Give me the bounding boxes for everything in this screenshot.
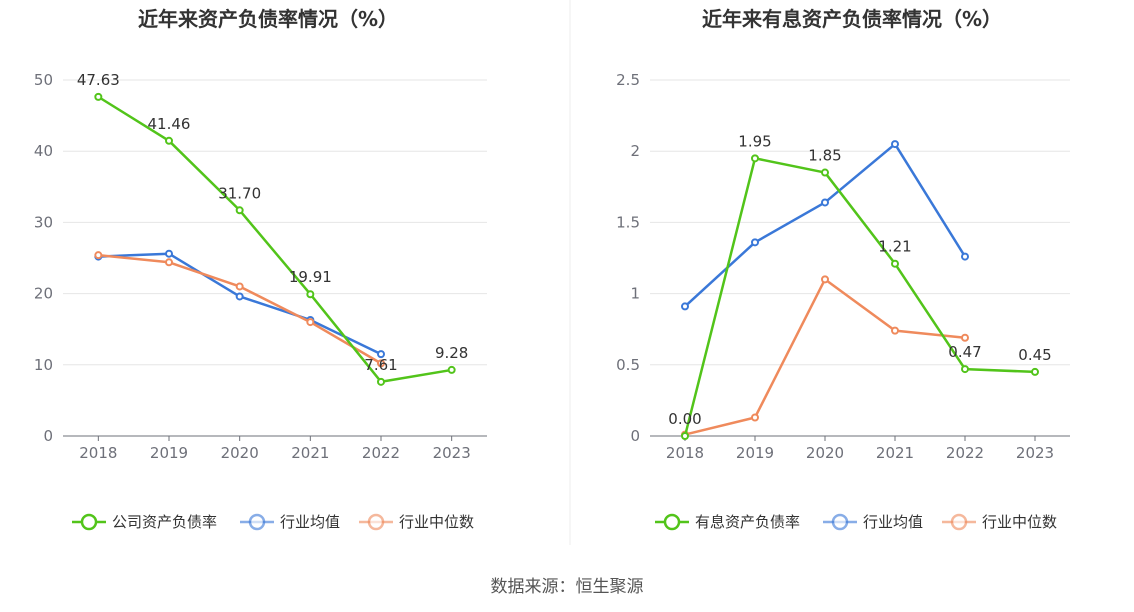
legend-item[interactable]: 行业均值 xyxy=(823,513,923,531)
legend-marker xyxy=(367,513,385,531)
y-tick-label: 1 xyxy=(630,285,640,303)
y-tick-label: 50 xyxy=(34,71,53,89)
data-label: 1.85 xyxy=(808,147,841,165)
legend-item[interactable]: 行业中位数 xyxy=(359,513,474,531)
x-tick-label: 2021 xyxy=(876,444,914,462)
chart-title: 近年来有息资产负债率情况（%） xyxy=(702,7,1002,31)
series-line xyxy=(683,157,1036,437)
data-label: 9.28 xyxy=(435,344,468,362)
y-tick-label: 2 xyxy=(630,142,640,160)
data-point[interactable] xyxy=(377,377,385,386)
y-tick-label: 30 xyxy=(34,213,53,231)
data-point[interactable] xyxy=(1031,367,1039,376)
x-tick-label: 2018 xyxy=(666,444,704,462)
y-tick-label: 0.5 xyxy=(616,356,640,374)
x-tick-label: 2019 xyxy=(150,444,188,462)
legend-item[interactable]: 有息资产负债率 xyxy=(655,513,800,531)
data-point[interactable] xyxy=(165,258,173,267)
data-point[interactable] xyxy=(94,92,103,101)
legend-marker xyxy=(663,513,681,531)
data-source: 数据来源：恒生聚源 xyxy=(491,577,644,597)
data-point[interactable] xyxy=(751,413,759,422)
x-tick-label: 2020 xyxy=(806,444,844,462)
data-point[interactable] xyxy=(235,282,244,291)
y-tick-label: 1.5 xyxy=(616,213,640,231)
legend-label: 行业中位数 xyxy=(982,513,1057,531)
y-tick-label: 10 xyxy=(34,356,53,374)
legend-label: 行业均值 xyxy=(280,513,340,531)
data-point[interactable] xyxy=(165,249,173,258)
x-tick-label: 2023 xyxy=(1016,444,1054,462)
legend-marker xyxy=(80,513,98,531)
data-point[interactable] xyxy=(447,365,456,374)
data-point[interactable] xyxy=(681,302,689,311)
chart-interest-debt-ratio: 近年来有息资产负债率情况（%） 0 0.5 1 1.5 2 2.5 2018 2019 2020… xyxy=(616,7,1070,531)
x-tick-label: 2020 xyxy=(221,444,259,462)
legend-label: 公司资产负债率 xyxy=(112,513,217,531)
legend-item[interactable]: 行业均值 xyxy=(240,513,340,531)
y-tick-label: 40 xyxy=(34,142,53,160)
chart-debt-ratio: 近年来资产负债率情况（%） 0 10 20 30 40 50 2018 2019 2020 202… xyxy=(34,7,487,531)
series-line xyxy=(684,278,966,436)
legend-marker xyxy=(831,513,849,531)
data-point[interactable] xyxy=(751,238,759,247)
legend-label: 行业均值 xyxy=(863,513,923,531)
x-tick-label: 2018 xyxy=(79,444,117,462)
x-tick-label: 2022 xyxy=(946,444,984,462)
data-point[interactable] xyxy=(961,365,969,374)
data-point[interactable] xyxy=(235,292,244,301)
y-tick-label: 0 xyxy=(630,427,640,445)
data-label: 47.63 xyxy=(77,71,120,89)
data-point[interactable] xyxy=(235,206,244,215)
data-label: 31.70 xyxy=(218,184,261,202)
data-point[interactable] xyxy=(306,318,315,327)
legend-label: 行业中位数 xyxy=(399,513,474,531)
data-point[interactable] xyxy=(681,432,689,440)
legend-marker xyxy=(248,513,266,531)
data-label: 41.46 xyxy=(148,115,191,133)
legend-item[interactable]: 行业中位数 xyxy=(942,513,1057,531)
legend-label: 有息资产负债率 xyxy=(695,513,800,531)
x-tick-label: 2021 xyxy=(291,444,329,462)
data-point[interactable] xyxy=(891,140,899,149)
data-point[interactable] xyxy=(94,251,103,260)
data-point[interactable] xyxy=(821,168,829,177)
chart-title: 近年来资产负债率情况（%） xyxy=(138,7,398,31)
y-tick-label: 0 xyxy=(43,427,53,445)
data-label: 0.00 xyxy=(668,410,701,428)
y-tick-label: 20 xyxy=(34,285,53,303)
y-tick-label: 2.5 xyxy=(616,71,640,89)
x-tick-label: 2023 xyxy=(433,444,471,462)
data-label: 0.47 xyxy=(948,343,981,361)
data-point[interactable] xyxy=(891,326,899,335)
data-point[interactable] xyxy=(377,350,385,359)
data-point[interactable] xyxy=(821,198,829,207)
data-point[interactable] xyxy=(821,275,829,284)
data-point[interactable] xyxy=(961,333,969,342)
x-tick-label: 2019 xyxy=(736,444,774,462)
data-label: 7.61 xyxy=(364,356,397,374)
x-tick-label: 2022 xyxy=(362,444,400,462)
data-point[interactable] xyxy=(377,359,385,368)
legend-marker xyxy=(950,513,968,531)
data-point[interactable] xyxy=(306,290,315,299)
data-point[interactable] xyxy=(961,252,969,261)
data-label: 1.95 xyxy=(738,132,771,150)
legend-item[interactable]: 公司资产负债率 xyxy=(72,513,217,531)
data-point[interactable] xyxy=(891,259,899,268)
data-label: 0.45 xyxy=(1018,346,1051,364)
data-label: 19.91 xyxy=(289,268,332,286)
series-line xyxy=(98,253,382,365)
data-point[interactable] xyxy=(165,136,173,145)
data-point[interactable] xyxy=(751,154,759,163)
series-line xyxy=(97,95,452,384)
data-label: 1.21 xyxy=(878,238,911,256)
